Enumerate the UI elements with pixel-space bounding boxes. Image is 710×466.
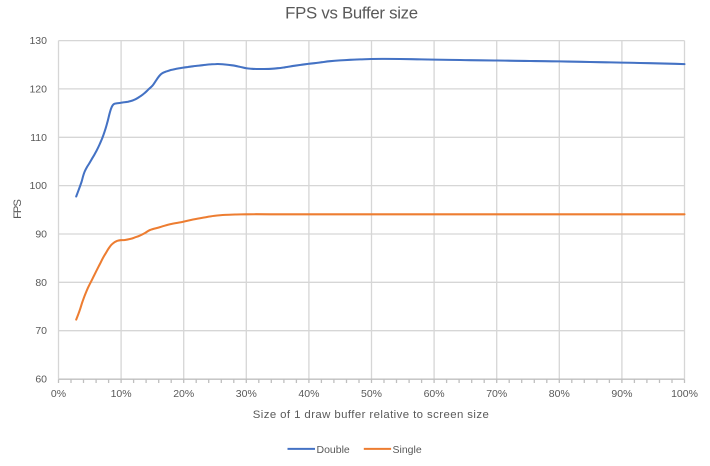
svg-text:90%: 90% <box>611 388 632 400</box>
svg-text:Size of 1 draw buffer relative: Size of 1 draw buffer relative to screen… <box>253 409 489 421</box>
svg-text:100: 100 <box>29 180 47 192</box>
svg-text:80: 80 <box>35 277 47 289</box>
svg-text:70%: 70% <box>486 388 507 400</box>
svg-text:80%: 80% <box>549 388 570 400</box>
svg-text:10%: 10% <box>111 388 132 400</box>
svg-text:60: 60 <box>35 374 47 386</box>
svg-text:110: 110 <box>30 132 47 144</box>
svg-text:0%: 0% <box>51 388 66 400</box>
svg-text:60%: 60% <box>424 388 445 400</box>
svg-text:50%: 50% <box>361 388 382 400</box>
svg-text:70: 70 <box>35 325 47 337</box>
svg-text:30%: 30% <box>236 388 257 400</box>
svg-text:120: 120 <box>29 83 47 95</box>
svg-text:FPS: FPS <box>12 199 24 219</box>
svg-text:90: 90 <box>35 229 47 241</box>
svg-text:Single: Single <box>393 444 422 456</box>
svg-text:40%: 40% <box>298 388 319 400</box>
svg-text:FPS vs Buffer size: FPS vs Buffer size <box>285 3 418 22</box>
svg-text:130: 130 <box>29 35 47 47</box>
svg-text:20%: 20% <box>173 388 194 400</box>
svg-text:100%: 100% <box>671 388 698 400</box>
svg-text:Double: Double <box>317 444 350 456</box>
